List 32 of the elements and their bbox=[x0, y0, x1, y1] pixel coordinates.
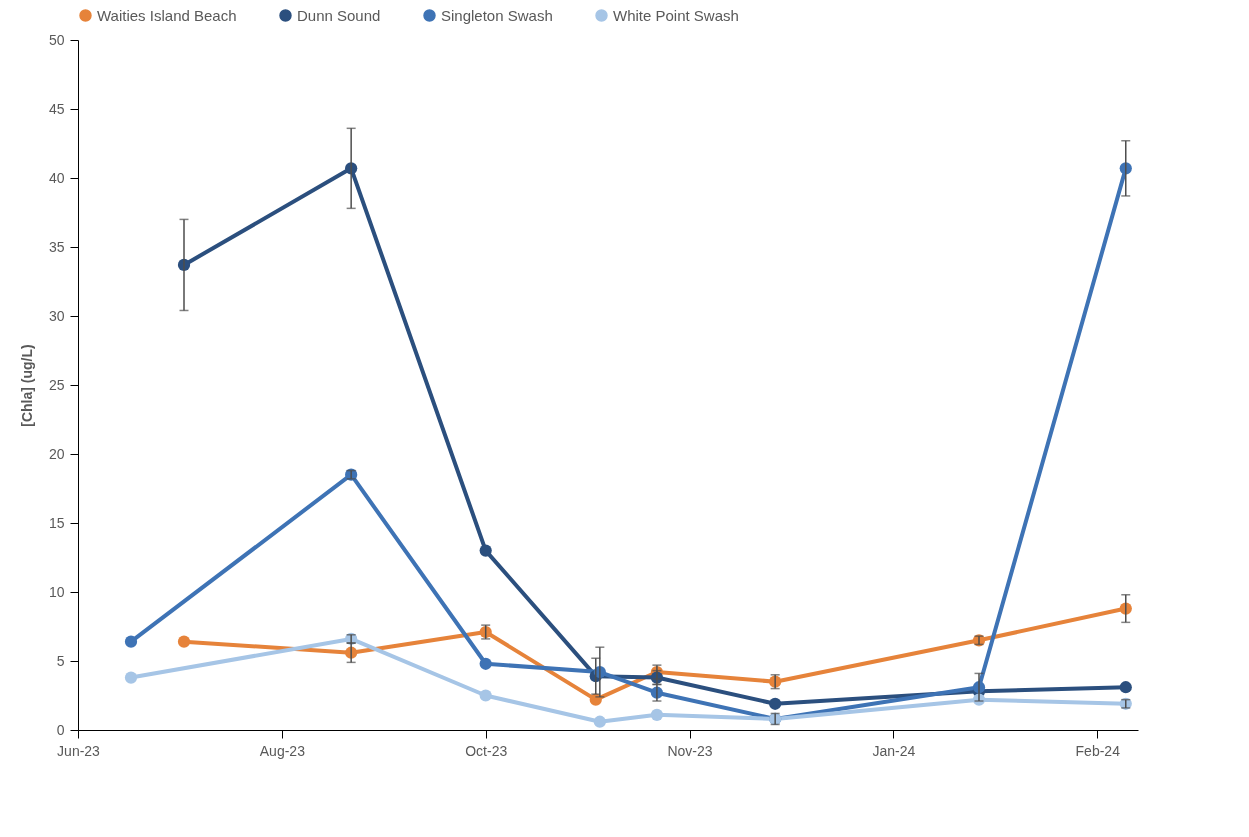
x-tick-label: Feb-24 bbox=[1075, 742, 1121, 759]
x-tick-label: Jun-23 bbox=[57, 742, 101, 759]
point bbox=[124, 671, 138, 684]
legend-label: Singleton Swash bbox=[441, 6, 553, 24]
y-tick-label: 30 bbox=[48, 307, 65, 324]
point bbox=[650, 708, 664, 721]
y-tick-label: 50 bbox=[48, 31, 65, 48]
y-tick-label: 25 bbox=[48, 376, 65, 393]
y-tick-label: 15 bbox=[48, 514, 65, 531]
y-tick-label: 35 bbox=[48, 238, 65, 255]
y-tick-label: 40 bbox=[48, 169, 65, 186]
y-tick-label: 0 bbox=[56, 721, 65, 738]
point bbox=[593, 715, 606, 728]
legend-label: Dunn Sound bbox=[297, 6, 381, 24]
y-axis-title: [Chla] (ug/L) bbox=[18, 344, 35, 427]
legend-label: Waities Island Beach bbox=[97, 6, 237, 24]
point bbox=[124, 635, 138, 648]
point bbox=[769, 697, 782, 710]
x-tick-label: Jan-24 bbox=[872, 742, 916, 759]
y-tick-label: 45 bbox=[48, 100, 65, 117]
x-tick-label: Aug-23 bbox=[259, 742, 306, 759]
point bbox=[479, 657, 492, 670]
x-tick-label: Nov-23 bbox=[667, 742, 713, 759]
y-tick-label: 10 bbox=[48, 583, 65, 600]
y-tick-label: 20 bbox=[48, 445, 65, 462]
legend-label: White Point Swash bbox=[613, 6, 739, 24]
point bbox=[177, 635, 191, 648]
y-tick-label: 5 bbox=[56, 652, 65, 669]
point bbox=[479, 544, 492, 557]
point bbox=[1119, 681, 1132, 694]
x-tick-label: Oct-23 bbox=[465, 742, 508, 759]
point bbox=[479, 689, 492, 702]
